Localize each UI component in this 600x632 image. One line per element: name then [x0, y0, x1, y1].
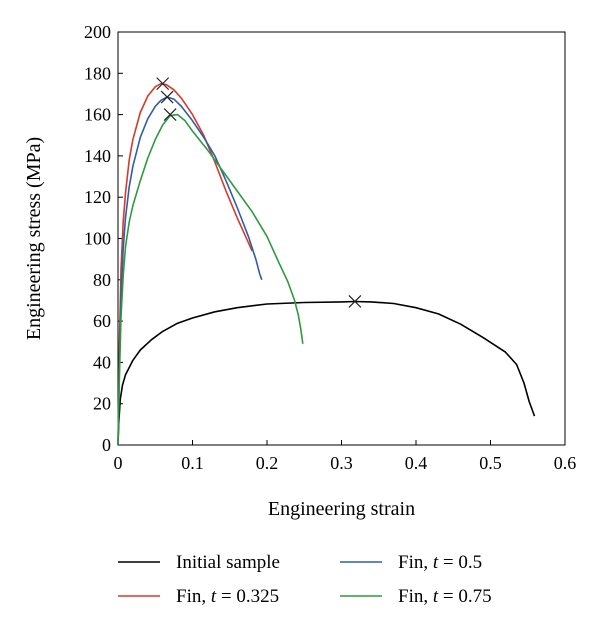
- legend-label: Fin, t = 0.325: [176, 586, 279, 607]
- ultimate-strength-marker: [348, 295, 362, 308]
- x-tick-label: 0.6: [554, 453, 577, 473]
- x-tick-label: 0.5: [479, 453, 502, 473]
- x-axis-label: Engineering strain: [268, 498, 415, 520]
- y-tick-label: 200: [84, 22, 111, 42]
- y-tick-label: 140: [84, 146, 111, 166]
- x-tick-label: 0.3: [330, 453, 353, 473]
- series-line: [117, 300, 536, 446]
- series-line: [117, 113, 304, 446]
- x-axis: 0 0.1 0.2 0.3 0.4 0.5 0.6: [114, 440, 577, 473]
- series-line: [117, 82, 253, 446]
- x-tick-label: 0: [114, 453, 123, 473]
- legend: Initial sample Fin, t = 0.325 Fin, t = 0.5…: [118, 552, 492, 607]
- legend-label: Fin, t = 0.5: [398, 552, 482, 573]
- ultimate-strength-marker: [160, 90, 174, 104]
- y-tick-label: 0: [102, 435, 111, 455]
- y-tick-label: 40: [93, 352, 111, 372]
- y-tick-label: 80: [93, 270, 111, 290]
- ultimate-strength-marker: [156, 77, 170, 91]
- series-line: [117, 96, 263, 446]
- series-layer: [117, 82, 536, 446]
- y-tick-label: 20: [93, 394, 111, 414]
- y-tick-label: 60: [93, 311, 111, 331]
- y-tick-label: 120: [84, 187, 111, 207]
- legend-label: Fin, t = 0.75: [398, 586, 492, 607]
- x-tick-label: 0.1: [181, 453, 204, 473]
- ultimate-strength-marker: [163, 108, 177, 122]
- y-tick-label: 160: [84, 105, 111, 125]
- plot-area-frame: [117, 31, 566, 446]
- marker-layer: [156, 77, 362, 308]
- y-axis-label: Engineering stress (MPa): [23, 137, 45, 340]
- x-tick-label: 0.4: [405, 453, 428, 473]
- legend-label: Initial sample: [176, 552, 280, 573]
- x-tick-label: 0.2: [256, 453, 279, 473]
- y-axis: 0 20 40 60 80 100 120 140 160 180 200: [84, 22, 123, 455]
- y-tick-label: 180: [84, 63, 111, 83]
- y-tick-label: 100: [84, 229, 111, 249]
